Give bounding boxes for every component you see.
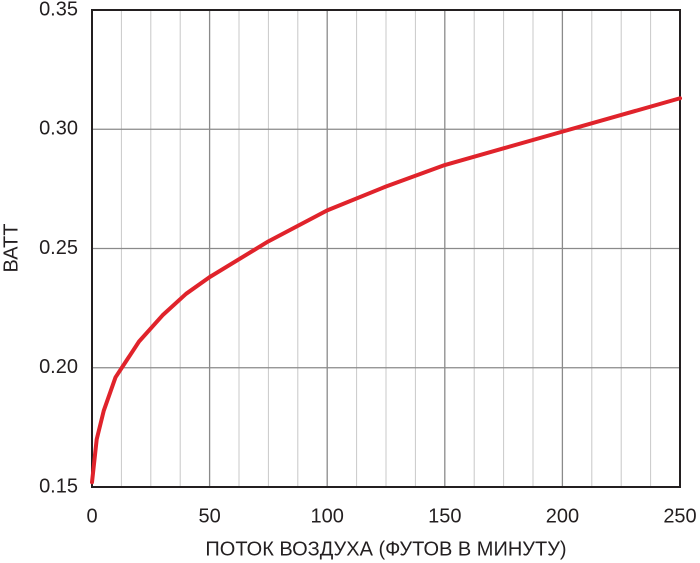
y-tick-label: 0.35 xyxy=(39,0,78,20)
y-axis-label: ВАТТ xyxy=(0,224,22,273)
x-tick-label: 250 xyxy=(663,505,696,527)
x-tick-label: 200 xyxy=(546,505,579,527)
x-axis-label: ПОТОК ВОЗДУХА (ФУТОВ В МИНУТУ) xyxy=(205,538,566,560)
x-tick-label: 0 xyxy=(86,505,97,527)
x-tick-label: 100 xyxy=(311,505,344,527)
y-tick-label: 0.15 xyxy=(39,475,78,497)
x-tick-label: 150 xyxy=(428,505,461,527)
x-tick-label: 50 xyxy=(198,505,220,527)
y-tick-label: 0.25 xyxy=(39,237,78,259)
plot-frame xyxy=(91,9,681,488)
y-tick-label: 0.20 xyxy=(39,356,78,378)
line-series xyxy=(90,96,682,485)
y-tick-label: 0.30 xyxy=(39,118,78,140)
